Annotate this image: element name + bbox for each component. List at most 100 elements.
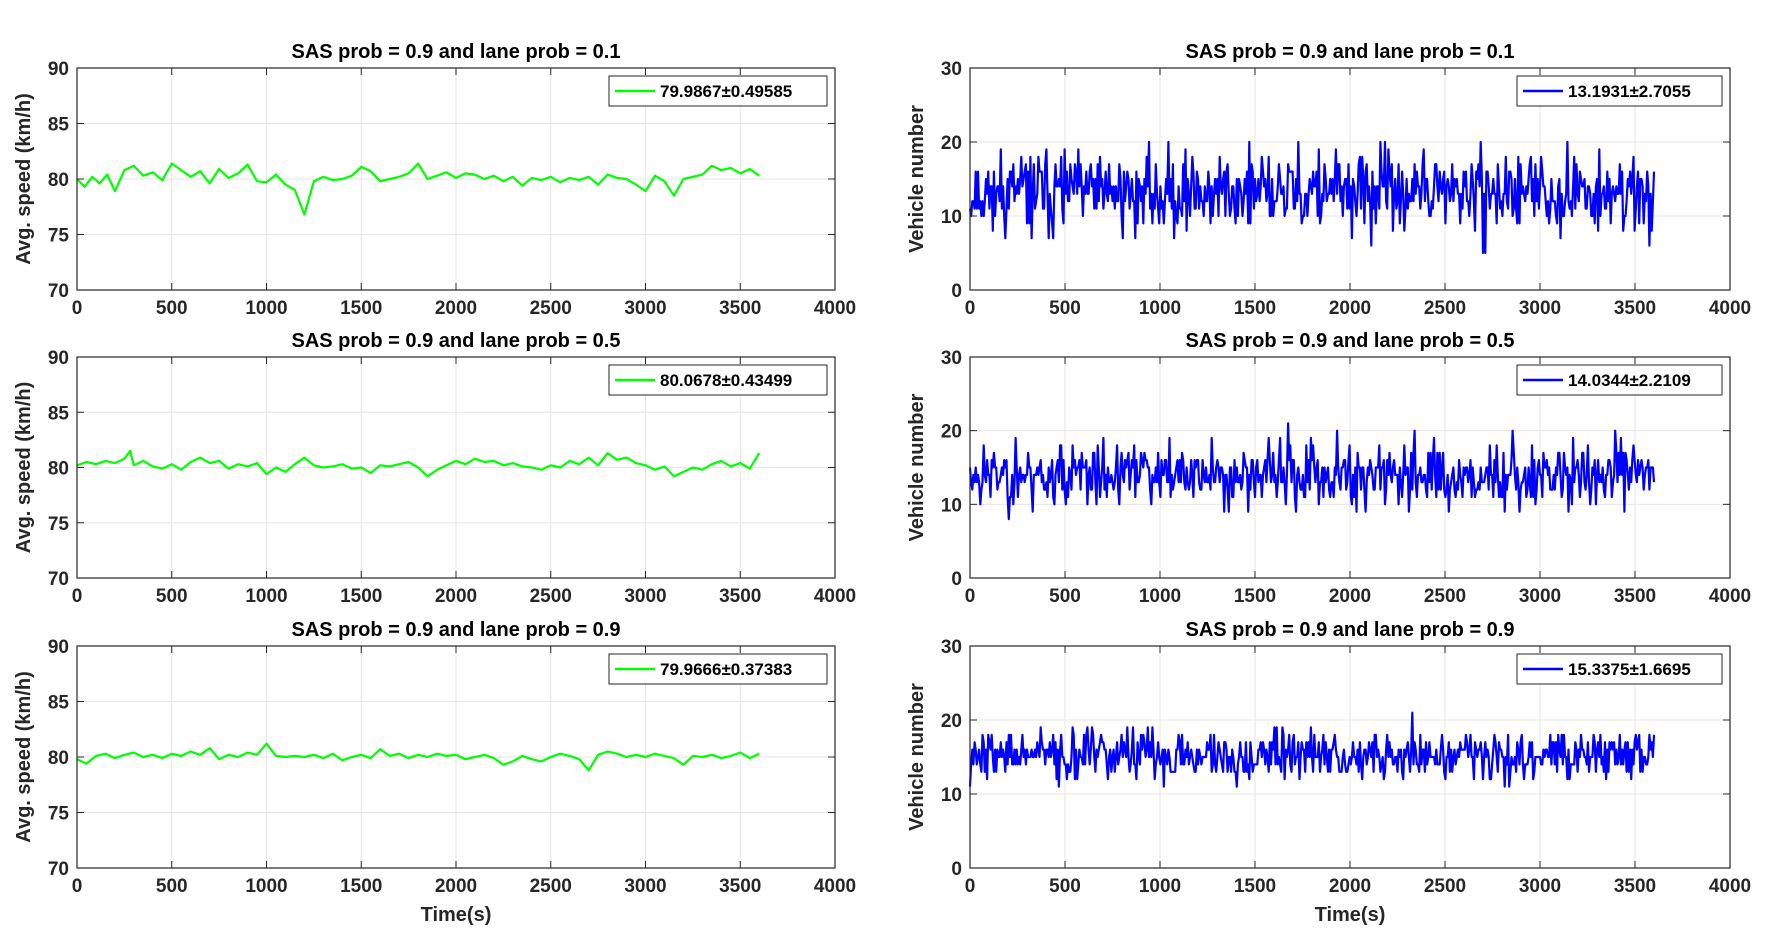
x-tick-label: 3500 [1614, 876, 1656, 897]
y-tick-label: 0 [951, 569, 962, 590]
y-axis-label: Vehicle number [906, 105, 928, 253]
x-tick-label: 2500 [530, 586, 572, 607]
legend-label: 79.9867±0.49585 [660, 82, 792, 101]
y-tick-label: 90 [48, 348, 69, 369]
x-tick-label: 3000 [624, 586, 666, 607]
legend: 80.0678±0.43499 [608, 364, 828, 396]
x-tick-label: 2000 [1329, 586, 1371, 607]
legend-label: 79.9666±0.37383 [660, 660, 792, 679]
legend-label: 15.3375±1.6695 [1568, 660, 1691, 679]
x-tick-label: 500 [156, 298, 188, 319]
y-tick-label: 80 [48, 748, 69, 769]
legend: 14.0344±2.2109 [1516, 364, 1723, 396]
x-tick-label: 4000 [1709, 876, 1751, 897]
chart-title: SAS prob = 0.9 and lane prob = 0.1 [292, 41, 621, 63]
x-tick-label: 1500 [1234, 876, 1276, 897]
x-tick-label: 3000 [1519, 876, 1561, 897]
x-tick-label: 1000 [245, 298, 287, 319]
y-tick-label: 10 [941, 207, 962, 228]
x-tick-label: 500 [1049, 586, 1081, 607]
chart-title: SAS prob = 0.9 and lane prob = 0.1 [1186, 41, 1515, 63]
x-tick-label: 1500 [1234, 298, 1276, 319]
x-tick-label: 1000 [1139, 586, 1181, 607]
x-tick-label: 2000 [435, 876, 477, 897]
chart-panel: 0 500 1000 1500 2000 2500 3000 3500 4000 0 10 20 30 S… [906, 41, 1751, 319]
series-line [968, 140, 1656, 255]
x-tick-label: 3500 [719, 586, 761, 607]
x-tick-label: 500 [1049, 298, 1081, 319]
x-tick-label: 1000 [245, 586, 287, 607]
legend: 79.9666±0.37383 [608, 653, 828, 685]
y-tick-label: 70 [48, 859, 69, 880]
legend: 79.9867±0.49585 [608, 75, 828, 107]
y-tick-label: 80 [48, 170, 69, 191]
series-line [76, 162, 760, 216]
y-axis-label: Avg. speed (km/h) [13, 93, 35, 265]
y-tick-label: 30 [941, 637, 962, 658]
x-tick-label: 500 [156, 586, 188, 607]
x-tick-label: 1500 [340, 298, 382, 319]
chart-panel: 0 500 1000 1500 2000 2500 3000 3500 4000 70 75 80 85… [13, 619, 856, 926]
series-line [968, 711, 1656, 788]
x-tick-label: 0 [72, 586, 83, 607]
x-tick-label: 3000 [1519, 586, 1561, 607]
x-tick-label: 500 [1049, 876, 1081, 897]
x-tick-label: 0 [72, 298, 83, 319]
y-tick-label: 10 [941, 785, 962, 806]
y-tick-label: 30 [941, 59, 962, 80]
x-tick-label: 0 [965, 876, 976, 897]
x-tick-label: 0 [72, 876, 83, 897]
legend-label: 13.1931±2.7055 [1568, 82, 1691, 101]
x-tick-label: 2500 [1424, 586, 1466, 607]
y-tick-label: 85 [48, 115, 70, 136]
chart-panel: 0 500 1000 1500 2000 2500 3000 3500 4000 0 10 20 30 S… [906, 330, 1751, 607]
chart-title: SAS prob = 0.9 and lane prob = 0.9 [292, 619, 621, 641]
legend-box [608, 653, 828, 685]
y-tick-label: 85 [48, 403, 70, 424]
legend-box [1516, 653, 1723, 685]
x-tick-label: 2500 [530, 298, 572, 319]
x-tick-label: 3000 [624, 298, 666, 319]
legend: 15.3375±1.6695 [1516, 653, 1723, 685]
y-tick-label: 90 [48, 637, 69, 658]
y-tick-label: 70 [48, 281, 69, 302]
legend-label: 80.0678±0.43499 [660, 371, 792, 390]
x-tick-label: 2000 [435, 586, 477, 607]
x-tick-label: 3000 [1519, 298, 1561, 319]
y-tick-label: 80 [48, 459, 69, 480]
y-tick-label: 20 [941, 133, 962, 154]
x-tick-label: 4000 [1709, 586, 1751, 607]
y-tick-label: 75 [48, 226, 70, 247]
series-line [76, 449, 761, 478]
x-tick-label: 4000 [814, 876, 856, 897]
y-tick-label: 0 [951, 281, 962, 302]
x-tick-label: 1000 [1139, 876, 1181, 897]
y-tick-label: 30 [941, 348, 962, 369]
x-tick-label: 1500 [1234, 586, 1276, 607]
chart-title: SAS prob = 0.9 and lane prob = 0.9 [1186, 619, 1515, 641]
y-tick-label: 85 [48, 693, 70, 714]
x-tick-label: 0 [965, 586, 976, 607]
x-tick-label: 1000 [1139, 298, 1181, 319]
x-tick-label: 1500 [340, 876, 382, 897]
x-tick-label: 3500 [719, 876, 761, 897]
legend: 13.1931±2.7055 [1516, 75, 1723, 107]
x-tick-label: 3500 [1614, 586, 1656, 607]
x-axis-label: Time(s) [421, 904, 492, 926]
x-tick-label: 2000 [435, 298, 477, 319]
x-tick-label: 2000 [1329, 876, 1371, 897]
y-tick-label: 75 [48, 804, 70, 825]
y-tick-label: 0 [951, 859, 962, 880]
series-line [76, 742, 760, 772]
x-tick-label: 2500 [530, 876, 572, 897]
y-tick-label: 10 [941, 495, 962, 516]
y-axis-label: Avg. speed (km/h) [13, 671, 35, 843]
y-tick-label: 75 [48, 514, 70, 535]
legend-label: 14.0344±2.2109 [1568, 371, 1691, 390]
x-tick-label: 3500 [1614, 298, 1656, 319]
y-axis-label: Vehicle number [906, 683, 928, 831]
y-tick-label: 20 [941, 422, 962, 443]
x-tick-label: 4000 [814, 586, 856, 607]
x-tick-label: 4000 [814, 298, 856, 319]
